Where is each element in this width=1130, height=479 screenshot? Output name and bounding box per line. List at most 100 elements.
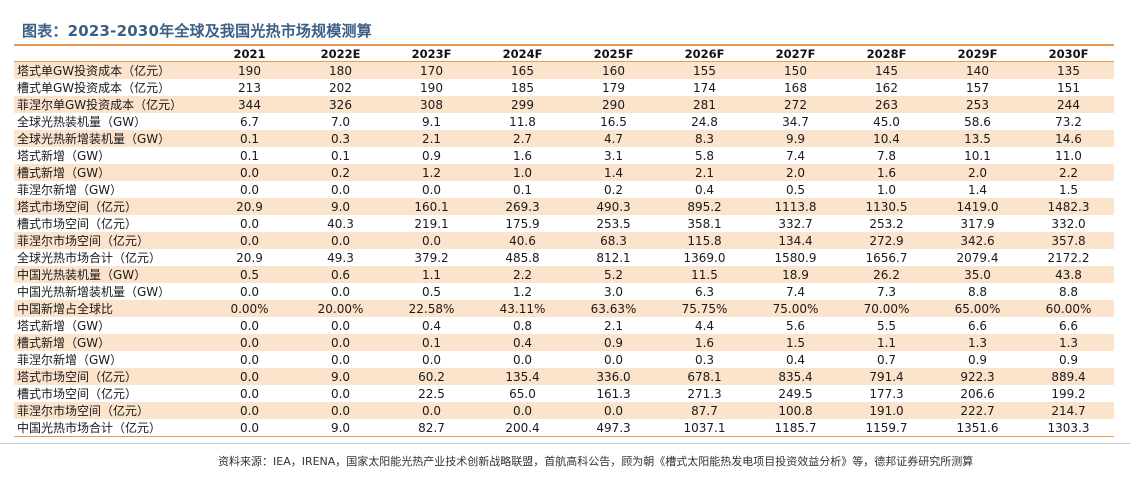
table-cell: 379.2: [414, 250, 449, 265]
table-cell: 43.8: [1023, 266, 1114, 283]
table-cell: 7.8: [876, 148, 897, 163]
table-cell: 0.0: [386, 402, 477, 419]
table-cell: 3.0: [603, 284, 624, 299]
table-cell: 0.2: [295, 164, 386, 181]
table-cell: 0.8: [512, 318, 533, 333]
table-cell: 135.4: [477, 368, 568, 385]
table-cell: 497.3: [568, 419, 659, 437]
table-cell: 0.0: [204, 419, 295, 437]
header-year-cell: 2022E: [295, 44, 386, 62]
table-cell: 0.3: [694, 352, 715, 367]
table-cell: 678.1: [659, 368, 750, 385]
table-cell: 60.2: [386, 368, 477, 385]
table-cell: 11.5: [659, 266, 750, 283]
table-cell: 1.3: [1023, 334, 1114, 351]
table-cell: 206.6: [960, 386, 995, 401]
table-cell: 65.00%: [932, 300, 1023, 317]
table-cell: 70.00%: [841, 300, 932, 317]
table-cell: 4.4: [694, 318, 715, 333]
table-cell: 0.0: [386, 232, 477, 249]
table-cell: 2.0: [750, 164, 841, 181]
table-cell: 253.5: [596, 216, 631, 231]
table-cell: 1656.7: [865, 250, 908, 265]
table-cell: 0.0: [204, 164, 295, 181]
table-row: 菲涅尔新增（GW） 0.0 0.0 0.0 0.1 0.2 0.4 0.5 1.0 1.4 1.5: [14, 181, 1114, 198]
table-cell: 2172.2: [1047, 250, 1090, 265]
table-cell: 0.6: [295, 266, 386, 283]
row-label: 塔式新增（GW）: [17, 319, 111, 333]
table-row: 中国光热装机量（GW） 0.5 0.6 1.1 2.2 5.2 11.5 18.9 26.2 35…: [14, 266, 1114, 283]
table-cell: 0.0: [239, 216, 260, 231]
table-cell: 135: [1023, 61, 1114, 79]
row-label: 塔式单GW投资成本（亿元）: [14, 61, 204, 79]
table-cell: 0.0: [330, 352, 351, 367]
table-cell: 2079.4: [956, 250, 999, 265]
table-cell: 65.0: [509, 386, 536, 401]
table-cell: 0.0: [204, 368, 295, 385]
table-cell: 1482.3: [1023, 198, 1114, 215]
row-label: 全球光热新增装机量（GW）: [14, 130, 204, 147]
table-cell: 75.75%: [659, 300, 750, 317]
table-cell: 13.5: [932, 130, 1023, 147]
table-cell: 0.0: [568, 402, 659, 419]
table-cell: 0.7: [876, 352, 897, 367]
table-cell: 9.0: [295, 419, 386, 437]
table-cell: 485.8: [505, 250, 540, 265]
table-cell: 0.5: [421, 284, 442, 299]
table-cell: 1.2: [386, 164, 477, 181]
table-cell: 160.1: [386, 198, 477, 215]
table-cell: 1419.0: [932, 198, 1023, 215]
table-cell: 45.0: [873, 114, 900, 129]
table-cell: 165: [477, 61, 568, 79]
table-row: 中国新增占全球比 0.00% 20.00% 22.58% 43.11% 63.63% 75.…: [14, 300, 1114, 317]
table-cell: 35.0: [932, 266, 1023, 283]
source-note: 资料来源：IEA，IRENA，国家太阳能光热产业技术创新战略联盟，首航高科公告，…: [218, 455, 974, 468]
table-cell: 0.1: [330, 148, 351, 163]
table-cell: 190: [420, 80, 443, 95]
table-cell: 10.1: [964, 148, 991, 163]
row-label: 菲涅尔新增（GW）: [17, 183, 123, 197]
table-cell: 791.4: [841, 368, 932, 385]
table-cell: 5.6: [785, 318, 806, 333]
table-cell: 249.5: [778, 386, 813, 401]
table-cell: 336.0: [568, 368, 659, 385]
table-cell: 199.2: [1051, 386, 1086, 401]
table-cell: 14.6: [1023, 130, 1114, 147]
table-cell: 5.5: [876, 318, 897, 333]
table-cell: 342.6: [932, 232, 1023, 249]
table-cell: 1113.8: [750, 198, 841, 215]
table-cell: 281: [659, 96, 750, 113]
table-cell: 490.3: [568, 198, 659, 215]
row-label: 全球光热市场合计（亿元）: [17, 251, 162, 265]
table-cell: 889.4: [1023, 368, 1114, 385]
table-cell: 20.00%: [295, 300, 386, 317]
table-cell: 6.6: [967, 318, 988, 333]
table-cell: 290: [568, 96, 659, 113]
table-cell: 6.6: [1058, 318, 1079, 333]
table-cell: 1.0: [477, 164, 568, 181]
table-cell: 157: [966, 80, 989, 95]
header-year-cell: 2028F: [841, 44, 932, 62]
table-cell: 20.9: [204, 198, 295, 215]
table-cell: 9.9: [750, 130, 841, 147]
table-cell: 1.1: [841, 334, 932, 351]
table-cell: 7.0: [330, 114, 351, 129]
table-cell: 2.2: [1023, 164, 1114, 181]
table-cell: 1.6: [512, 148, 533, 163]
table-cell: 0.0: [239, 386, 260, 401]
table-cell: 87.7: [659, 402, 750, 419]
table-cell: 202: [329, 80, 352, 95]
table-cell: 8.8: [967, 284, 988, 299]
table-cell: 214.7: [1023, 402, 1114, 419]
table-cell: 1.4: [967, 182, 988, 197]
table-cell: 177.3: [869, 386, 904, 401]
table-cell: 0.0: [603, 352, 624, 367]
table-cell: 326: [295, 96, 386, 113]
table-cell: 0.0: [421, 352, 442, 367]
table-cell: 191.0: [841, 402, 932, 419]
table-cell: 0.0: [295, 232, 386, 249]
table-cell: 0.4: [785, 352, 806, 367]
table-row: 中国光热新增装机量（GW） 0.0 0.0 0.5 1.2 3.0 6.3 7.4 7.3 8.8…: [14, 283, 1114, 300]
row-label: 中国光热新增装机量（GW）: [17, 285, 171, 299]
table-cell: 2.1: [659, 164, 750, 181]
